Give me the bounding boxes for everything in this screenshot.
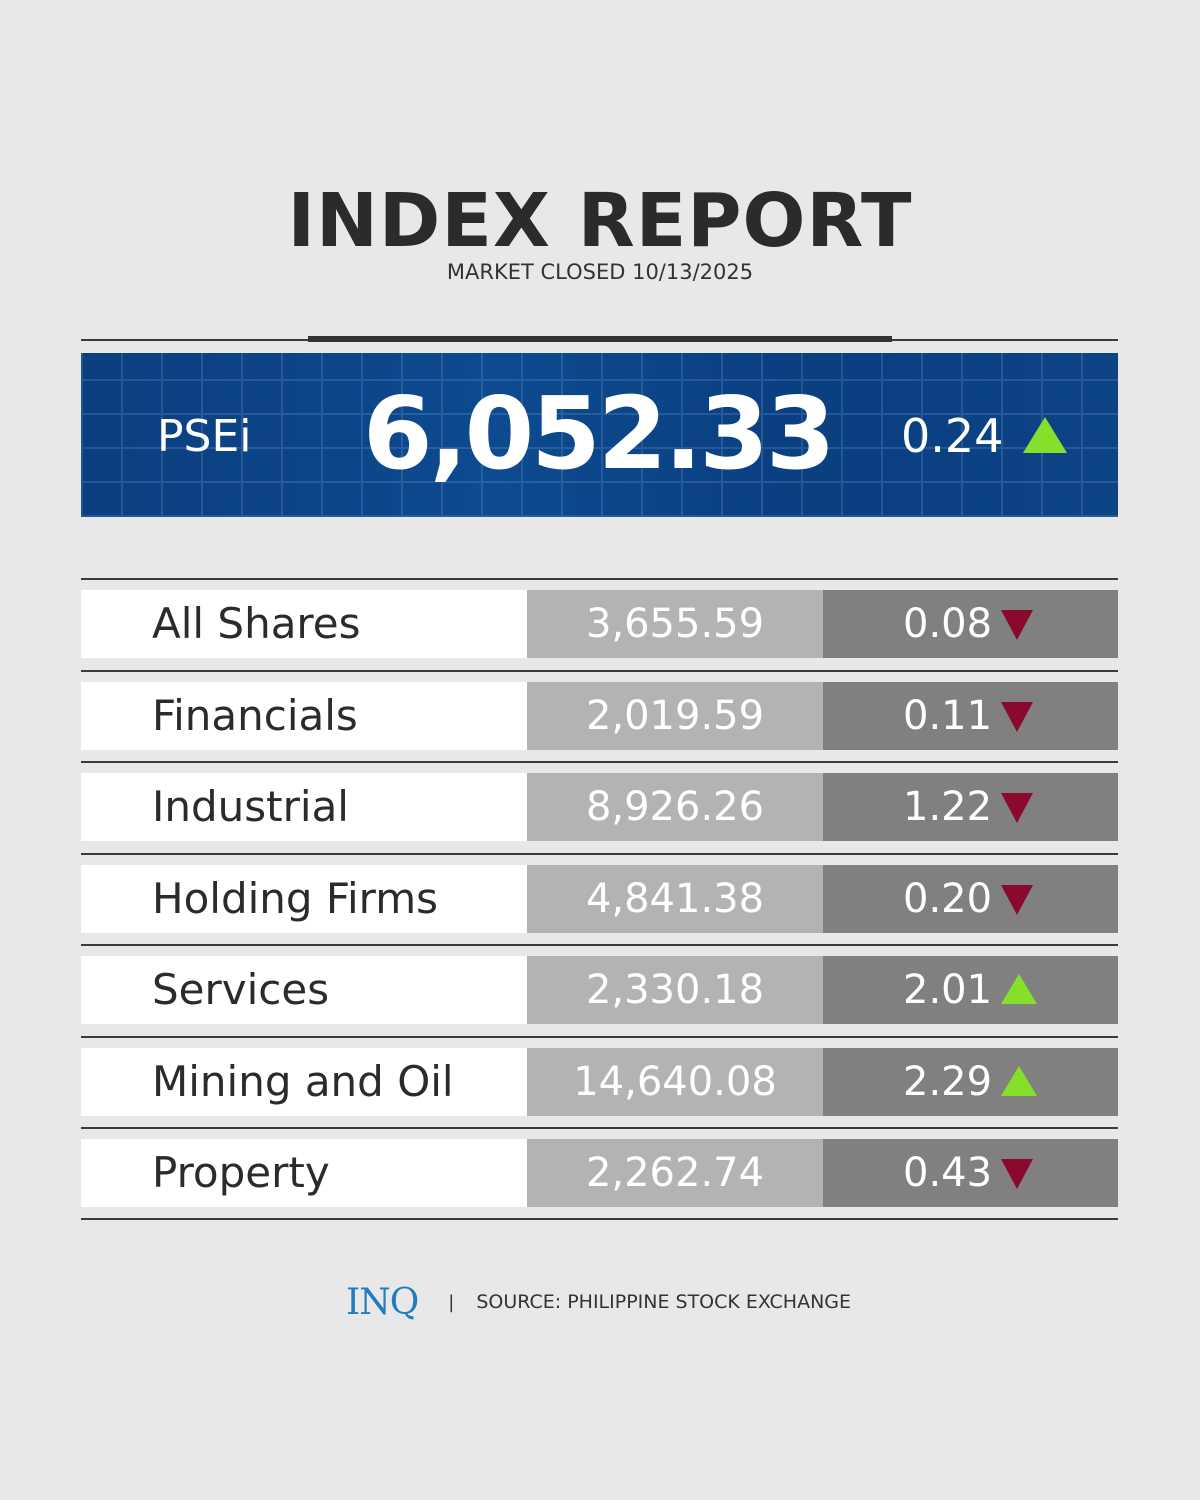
index-name: Industrial bbox=[81, 773, 527, 841]
index-change: 2.01 bbox=[903, 967, 993, 1013]
divider bbox=[81, 1218, 1118, 1220]
market-closed-date: MARKET CLOSED 10/13/2025 bbox=[446, 260, 754, 284]
psei-banner: PSEi 6,052.33 0.24 bbox=[81, 353, 1118, 517]
inq-logo: INQ bbox=[346, 1281, 419, 1323]
index-change: 0.11 bbox=[903, 692, 993, 739]
index-row: Mining and Oil 14,640.08 2.29 bbox=[81, 1047, 1118, 1116]
index-row: Property 2,262.74 0.43 bbox=[81, 1139, 1118, 1207]
index-name: All Shares bbox=[81, 590, 527, 658]
index-change: 0.20 bbox=[903, 875, 993, 922]
divider bbox=[81, 1127, 1118, 1129]
source-text: SOURCE: PHILIPPINE STOCK EXCHANGE bbox=[476, 1291, 852, 1313]
psei-change: 0.24 bbox=[901, 409, 1004, 463]
index-change-cell: 1.22 bbox=[823, 773, 1118, 841]
index-row: Industrial 8,926.26 1.22 bbox=[81, 773, 1118, 841]
index-change-cell: 0.08 bbox=[823, 590, 1118, 658]
up-arrow-icon bbox=[1001, 974, 1037, 1004]
index-value: 2,019.59 bbox=[527, 681, 823, 750]
psei-label: PSEi bbox=[157, 411, 252, 462]
down-arrow-icon bbox=[1001, 793, 1033, 823]
index-name: Mining and Oil bbox=[81, 1047, 527, 1116]
index-row: Financials 2,019.59 0.11 bbox=[81, 681, 1118, 750]
index-name: Financials bbox=[81, 681, 527, 750]
separator: | bbox=[448, 1291, 455, 1313]
index-change-cell: 2.01 bbox=[823, 956, 1118, 1024]
divider bbox=[81, 852, 1118, 855]
index-value: 8,926.26 bbox=[527, 773, 823, 841]
divider bbox=[81, 944, 1118, 946]
index-value: 4,841.38 bbox=[527, 864, 823, 933]
index-name: Services bbox=[81, 956, 527, 1024]
footer: INQ | SOURCE: PHILIPPINE STOCK EXCHANGE bbox=[346, 1281, 852, 1323]
page-title: INDEX REPORT bbox=[287, 178, 913, 264]
index-change: 1.22 bbox=[903, 784, 993, 830]
index-value: 3,655.59 bbox=[527, 590, 823, 658]
index-change-cell: 2.29 bbox=[823, 1047, 1118, 1116]
psei-value: 6,052.33 bbox=[363, 375, 835, 492]
up-arrow-icon bbox=[1001, 1065, 1037, 1096]
index-row: All Shares 3,655.59 0.08 bbox=[81, 590, 1118, 658]
index-value: 2,262.74 bbox=[527, 1139, 823, 1207]
divider bbox=[81, 669, 1118, 672]
index-change: 2.29 bbox=[903, 1058, 993, 1105]
down-arrow-icon bbox=[1001, 1159, 1033, 1189]
index-name: Holding Firms bbox=[81, 864, 527, 933]
index-value: 14,640.08 bbox=[527, 1047, 823, 1116]
index-change: 0.43 bbox=[903, 1150, 993, 1196]
down-arrow-icon bbox=[1001, 884, 1033, 915]
index-row: Holding Firms 4,841.38 0.20 bbox=[81, 864, 1118, 933]
building-background bbox=[81, 353, 1118, 517]
index-change-cell: 0.20 bbox=[823, 864, 1118, 933]
divider bbox=[81, 1035, 1118, 1038]
divider bbox=[81, 761, 1118, 763]
up-arrow-icon bbox=[1023, 417, 1067, 453]
down-arrow-icon bbox=[1001, 610, 1033, 640]
index-value: 2,330.18 bbox=[527, 956, 823, 1024]
title-underline bbox=[308, 336, 892, 342]
index-name: Property bbox=[81, 1139, 527, 1207]
index-change-cell: 0.11 bbox=[823, 681, 1118, 750]
divider bbox=[81, 578, 1118, 580]
index-row: Services 2,330.18 2.01 bbox=[81, 956, 1118, 1024]
down-arrow-icon bbox=[1001, 701, 1033, 732]
index-change-cell: 0.43 bbox=[823, 1139, 1118, 1207]
index-change: 0.08 bbox=[903, 601, 993, 647]
